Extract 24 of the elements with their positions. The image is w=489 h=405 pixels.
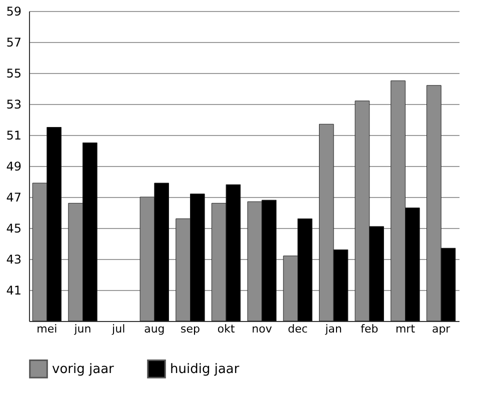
x-tick-label: jun: [73, 322, 92, 336]
x-tick-label: jul: [111, 322, 126, 336]
y-tick-label: 49: [6, 160, 22, 174]
y-tick-label: 41: [6, 284, 22, 298]
y-tick-label: 43: [6, 252, 22, 266]
y-tick-label: 53: [6, 98, 22, 112]
x-tick-label: nov: [252, 322, 273, 336]
y-tick-label: 59: [6, 4, 22, 18]
x-tick-label: mrt: [395, 322, 416, 336]
x-tick-label: sep: [180, 322, 200, 336]
x-tick-label: jan: [324, 322, 342, 336]
y-tick-label: 57: [6, 36, 22, 50]
x-tick-label: okt: [217, 322, 236, 336]
y-tick-label: 55: [6, 66, 22, 80]
y-tick-label: 45: [6, 222, 22, 236]
x-tick-label: dec: [288, 322, 308, 336]
y-tick-label: 47: [6, 190, 22, 204]
legend-label: huidig jaar: [170, 362, 240, 377]
x-tick-label: mei: [36, 322, 58, 336]
legend-label: vorig jaar: [52, 362, 115, 377]
x-tick-label: aug: [144, 322, 165, 336]
y-tick-label: 51: [6, 128, 22, 142]
x-tick-label: apr: [432, 322, 451, 336]
x-tick-label: feb: [360, 322, 378, 336]
